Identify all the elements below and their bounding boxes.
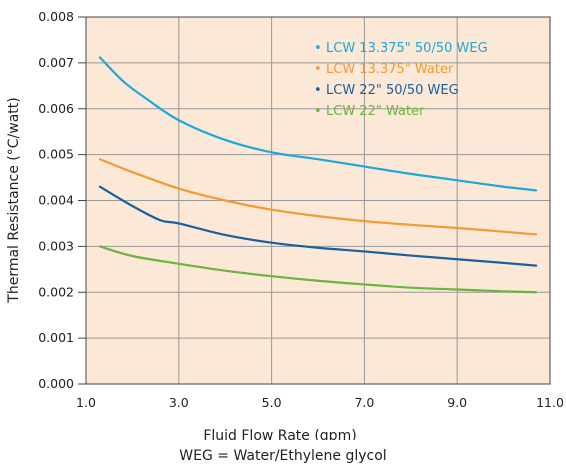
x-tick-label: 1.0 (76, 395, 96, 410)
x-tick-label: 3.0 (169, 395, 189, 410)
y-tick-label: 0.007 (38, 55, 74, 70)
series-4-line (98, 245, 538, 294)
series-1-legend-label: LCW 13.375" 50/50 WEG (326, 41, 488, 56)
series-1-legend-bullet: • (314, 41, 322, 56)
thermal-resistance-chart: 1.0 3.0 5.0 7.0 9.0 11.0 0.000 0.001 0.002 0.003… (6, 9, 564, 440)
grid (78, 16, 551, 385)
footnote: WEG = Water/Ethylene glycol (179, 448, 387, 464)
y-tick-label: 0.001 (38, 330, 74, 345)
series-3-legend-label: LCW 22" 50/50 WEG (326, 83, 459, 98)
series-3-legend-bullet: • (314, 83, 322, 98)
x-tick-label: 7.0 (354, 395, 374, 410)
y-tick-labels: 0.000 0.001 0.002 0.003 0.004 0.005 0.006 0.007… (38, 9, 74, 391)
series-2-legend-bullet: • (314, 62, 322, 77)
series-4-legend-label: LCW 22" Water (326, 104, 425, 119)
x-tick-label: 9.0 (447, 395, 467, 410)
series-2-line (98, 158, 538, 236)
y-tick-label: 0.008 (38, 9, 74, 24)
x-tick-label: 11.0 (536, 395, 564, 410)
y-tick-label: 0.003 (38, 238, 74, 253)
y-tick-label: 0.000 (38, 376, 74, 391)
y-axis-label: Thermal Resistance (°C/watt) (6, 97, 22, 303)
x-tick-label: 5.0 (262, 395, 282, 410)
legend: • LCW 13.375" 50/50 WEG • LCW 13.375" Water… (314, 41, 488, 119)
x-tick-labels: 1.0 3.0 5.0 7.0 9.0 11.0 (76, 395, 564, 410)
series-lines (98, 56, 538, 294)
series-2-legend-label: LCW 13.375" Water (326, 62, 454, 77)
y-tick-label: 0.002 (38, 284, 74, 299)
y-tick-label: 0.005 (38, 147, 74, 162)
plot-frame (85, 16, 551, 385)
y-tick-label: 0.006 (38, 101, 74, 116)
series-4-legend-bullet: • (314, 104, 322, 119)
y-tick-label: 0.004 (38, 193, 74, 208)
series-3-line (98, 185, 538, 267)
series-1-line (98, 56, 538, 192)
x-axis-label: Fluid Flow Rate (gpm) (203, 428, 356, 440)
